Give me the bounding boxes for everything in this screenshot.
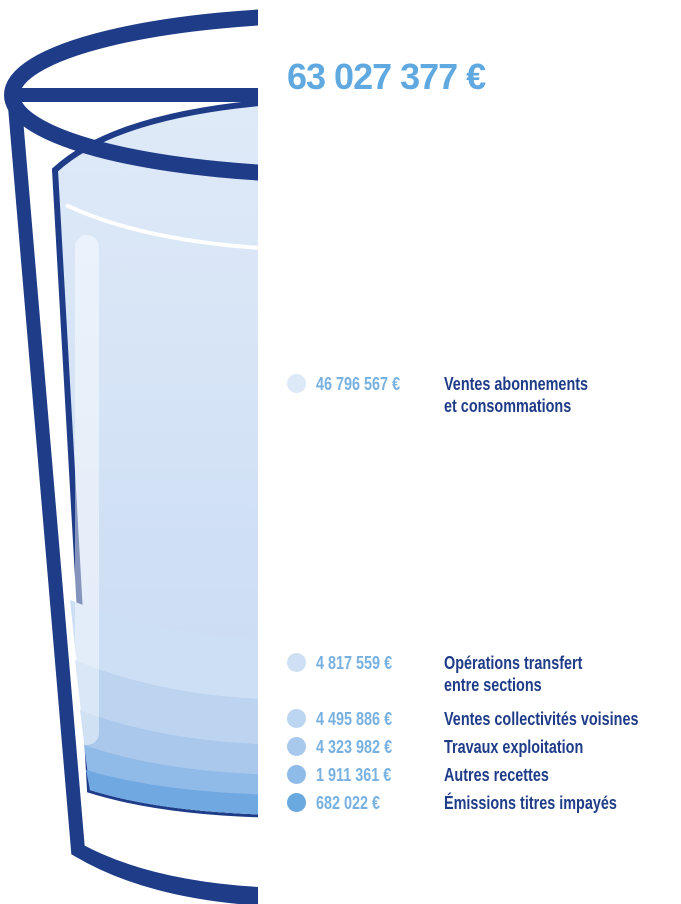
label: Autres recettes	[444, 765, 549, 785]
label: Ventes collectivités voisines	[444, 709, 639, 729]
total: 63 027 377 €	[287, 56, 486, 97]
glare	[75, 235, 99, 745]
label: Opérations transfert	[444, 653, 583, 673]
label: entre sections	[444, 675, 542, 695]
water-surface	[65, 203, 258, 250]
legend-dot	[287, 737, 306, 756]
amount: 46 796 567 €	[316, 374, 401, 394]
label: Travaux exploitation	[444, 737, 584, 757]
legend-dot	[287, 793, 306, 812]
amount: 4 495 886 €	[316, 709, 393, 729]
rim	[4, 9, 258, 181]
label: Émissions titres impayés	[444, 793, 617, 813]
label: et consommations	[444, 396, 572, 416]
legend-dot	[287, 709, 306, 728]
label: Ventes abonnements	[444, 374, 589, 394]
amount: 4 817 559 €	[316, 653, 393, 673]
legend-dot	[287, 765, 306, 784]
amount: 682 022 €	[316, 793, 381, 813]
base	[74, 843, 258, 904]
legend-dot	[287, 374, 306, 393]
layer	[86, 770, 258, 815]
legend-dot	[287, 653, 306, 672]
amount: 4 323 982 €	[316, 737, 393, 757]
amount: 1 911 361 €	[316, 765, 392, 785]
